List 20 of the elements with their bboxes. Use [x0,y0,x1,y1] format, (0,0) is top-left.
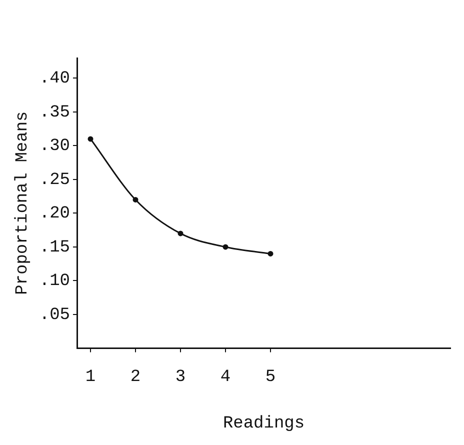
y-tick-label: .15 [39,238,70,258]
x-tick-label: 2 [130,368,141,387]
y-tick-label: .10 [39,272,70,292]
x-tick-label: 4 [220,368,231,387]
x-tick-label: 3 [175,368,186,387]
y-tick-label: .20 [39,204,70,224]
point [268,250,274,256]
y-tick-label: .25 [39,170,70,190]
point [222,244,228,250]
y-tick-label: .30 [39,137,70,156]
x-tick-label: 1 [85,368,96,387]
y-tick-label: .35 [39,103,70,122]
point [178,230,184,236]
y-tick-label: .05 [39,306,70,325]
y-axis-title: Proportional Means [14,111,33,295]
point [132,196,138,202]
y-tick-label: .40 [39,70,70,89]
x-tick-label: 5 [265,368,276,387]
point [88,136,94,142]
x-axis-title: Readings [222,414,305,434]
